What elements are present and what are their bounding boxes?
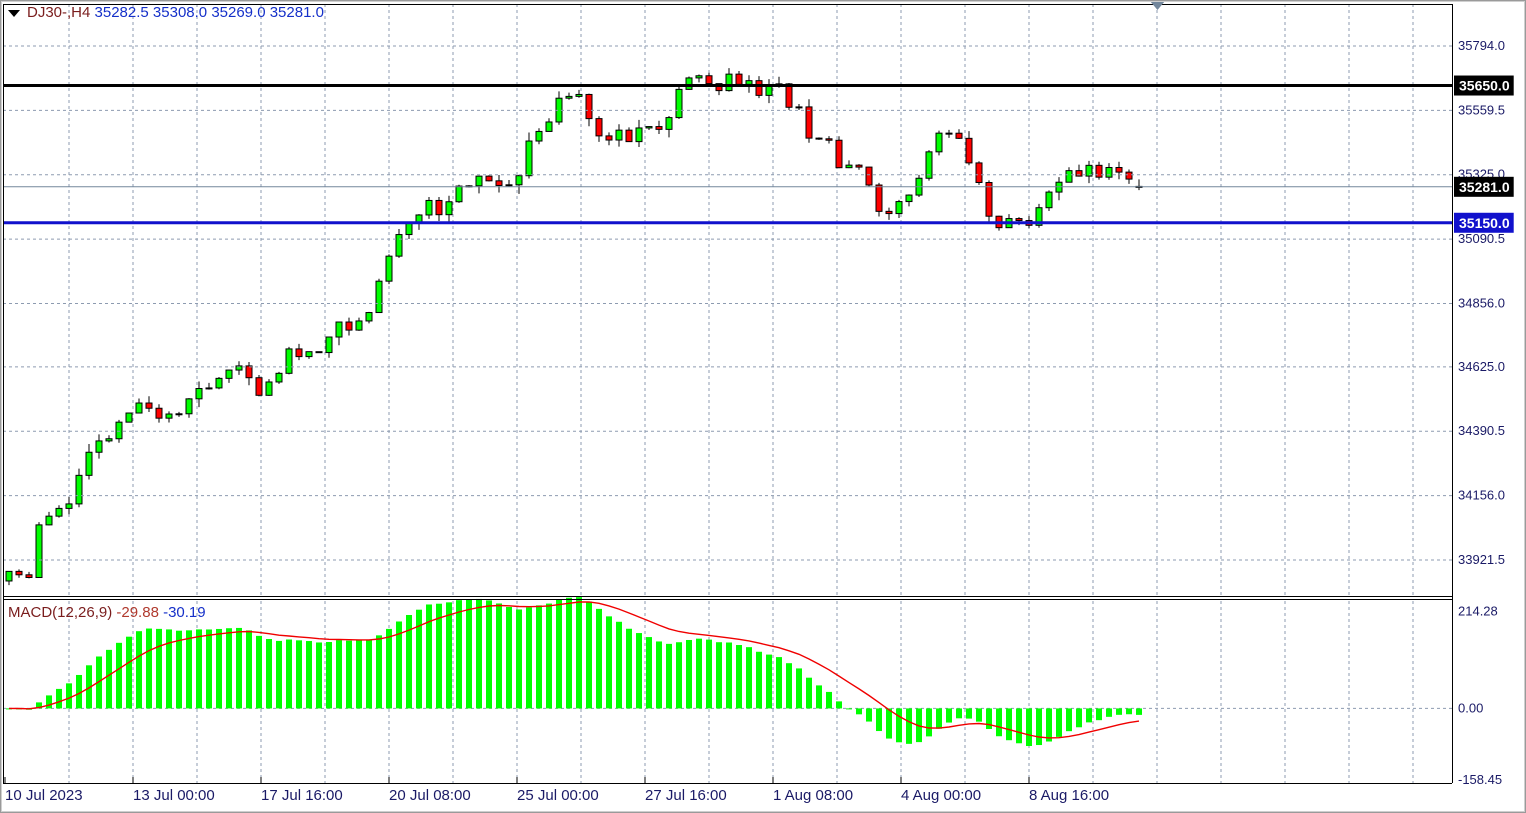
svg-text:-158.45: -158.45 xyxy=(1458,772,1502,787)
svg-text:10 Jul 2023: 10 Jul 2023 xyxy=(5,787,83,804)
svg-text:34156.0: 34156.0 xyxy=(1458,488,1505,503)
svg-text:4 Aug 00:00: 4 Aug 00:00 xyxy=(901,787,981,804)
svg-text:0.00: 0.00 xyxy=(1458,700,1483,715)
svg-text:33921.5: 33921.5 xyxy=(1458,552,1505,567)
svg-text:8 Aug 16:00: 8 Aug 16:00 xyxy=(1029,787,1109,804)
svg-text:27 Jul 16:00: 27 Jul 16:00 xyxy=(645,787,727,804)
svg-text:34856.0: 34856.0 xyxy=(1458,295,1505,310)
svg-text:13 Jul 00:00: 13 Jul 00:00 xyxy=(133,787,215,804)
svg-text:35794.0: 35794.0 xyxy=(1458,38,1505,53)
svg-text:35150.0: 35150.0 xyxy=(1459,215,1510,231)
svg-text:MACD(12,26,9) -29.88 -30.19: MACD(12,26,9) -29.88 -30.19 xyxy=(8,604,206,621)
svg-text:35281.0: 35281.0 xyxy=(1459,179,1510,195)
svg-text:25 Jul 00:00: 25 Jul 00:00 xyxy=(517,787,599,804)
svg-text:34625.0: 34625.0 xyxy=(1458,359,1505,374)
svg-text:17 Jul 16:00: 17 Jul 16:00 xyxy=(261,787,343,804)
svg-text:35650.0: 35650.0 xyxy=(1459,78,1510,94)
svg-text:34390.5: 34390.5 xyxy=(1458,423,1505,438)
svg-text:DJ30-,H4 35282.5 35308.0 352: DJ30-,H4 35282.5 35308.0 35269.0 35281.0 xyxy=(27,4,324,21)
svg-text:35559.5: 35559.5 xyxy=(1458,102,1505,117)
svg-text:20 Jul 08:00: 20 Jul 08:00 xyxy=(389,787,471,804)
svg-text:1 Aug 08:00: 1 Aug 08:00 xyxy=(773,787,853,804)
svg-text:214.28: 214.28 xyxy=(1458,604,1498,619)
svg-text:35090.5: 35090.5 xyxy=(1458,231,1505,246)
